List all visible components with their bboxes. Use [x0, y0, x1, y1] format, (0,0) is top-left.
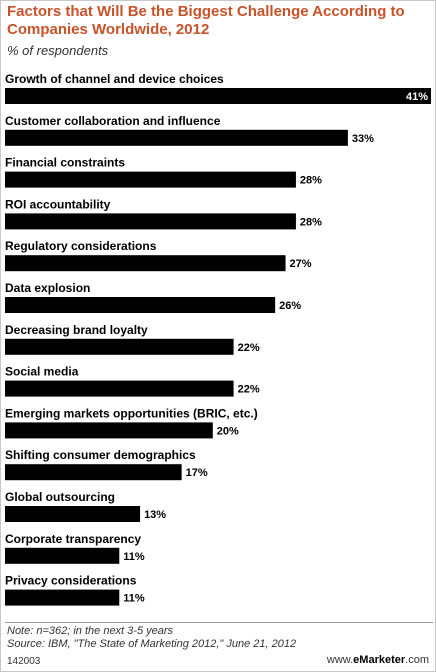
category-label: Financial constraints [5, 156, 125, 170]
value-label: 20% [217, 425, 239, 437]
value-label: 22% [238, 384, 260, 396]
footer-note: Note: n=362; in the next 3-5 years [7, 625, 174, 637]
category-label: Regulatory considerations [5, 239, 157, 253]
category-label: Social media [5, 365, 79, 379]
category-label: ROI accountability [5, 197, 111, 211]
value-label: 26% [279, 300, 301, 312]
category-label: Growth of channel and device choices [5, 72, 224, 86]
bar [5, 171, 296, 188]
category-label: Customer collaboration and influence [5, 114, 221, 128]
value-label: 28% [300, 216, 322, 228]
bar [5, 589, 120, 606]
footer-divider [5, 622, 433, 623]
category-label: Decreasing brand loyalty [5, 323, 148, 337]
category-label: Shifting consumer demographics [5, 448, 196, 462]
bar [5, 547, 120, 564]
category-label: Privacy considerations [5, 574, 137, 588]
footer-source: Source: IBM, "The State of Marketing 201… [7, 638, 297, 650]
brand-logo: www.eMarketer.com [327, 654, 429, 666]
chart-title: Factors that Will Be the Biggest Challen… [7, 3, 405, 38]
brand-name: eMarketer [353, 654, 406, 666]
category-label: Emerging markets opportunities (BRIC, et… [5, 406, 258, 420]
value-label: 41% [406, 91, 428, 103]
bar [5, 506, 141, 522]
bar [5, 464, 182, 481]
category-label: Data explosion [5, 281, 90, 295]
bar [5, 297, 276, 313]
bar [5, 255, 286, 272]
bar [5, 213, 296, 230]
brand-prefix: www. [326, 654, 354, 666]
category-label: Corporate transparency [5, 532, 141, 546]
chart-code: 142003 [7, 656, 41, 667]
value-label: 13% [144, 509, 166, 521]
bar [5, 338, 234, 355]
category-label: Global outsourcing [5, 490, 115, 504]
bar [5, 129, 348, 146]
value-label: 33% [352, 133, 374, 145]
brand-suffix: .com [405, 654, 429, 666]
bar [5, 422, 213, 439]
value-label: 28% [300, 175, 322, 187]
chart-subtitle: % of respondents [7, 43, 109, 58]
value-label: 17% [186, 467, 208, 479]
chart-footer: Note: n=362; in the next 3-5 years Sourc… [7, 625, 431, 651]
value-label: 22% [238, 342, 260, 354]
value-label: 11% [123, 593, 145, 605]
bar-chart: Growth of channel and device choices 41% C… [5, 72, 431, 606]
bar [5, 88, 431, 104]
value-label: 27% [290, 258, 312, 270]
bar [5, 380, 234, 397]
value-label: 11% [123, 551, 145, 563]
